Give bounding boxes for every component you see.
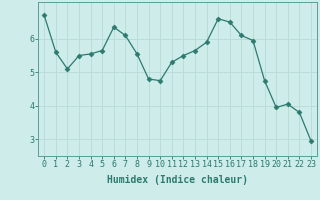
X-axis label: Humidex (Indice chaleur): Humidex (Indice chaleur) (107, 175, 248, 185)
